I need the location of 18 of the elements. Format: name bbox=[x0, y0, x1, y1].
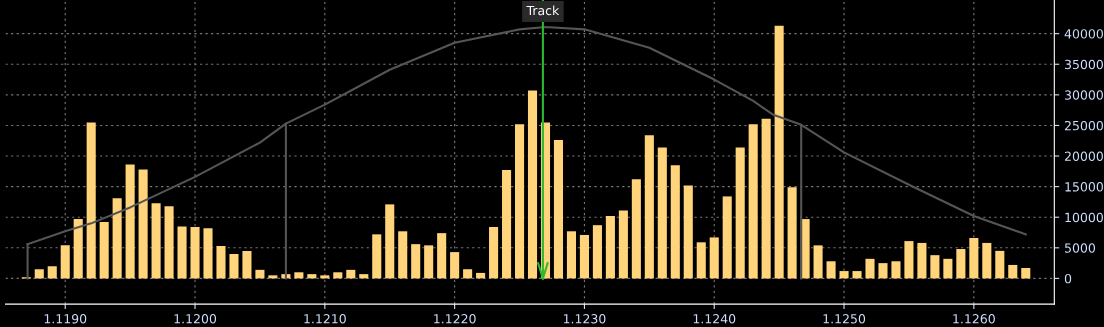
y-tick-label: 10000 bbox=[1065, 212, 1103, 223]
x-tick-label: 1.1200 bbox=[174, 314, 217, 324]
x-tick-label: 1.1230 bbox=[563, 314, 606, 324]
x-tick-label: 1.1260 bbox=[953, 314, 995, 324]
x-tick-label: 1.1210 bbox=[304, 314, 346, 324]
y-tick-label: 0 bbox=[1064, 273, 1072, 284]
y-tick-label: 15000 bbox=[1065, 182, 1103, 192]
ref-line-label: Track bbox=[526, 5, 560, 16]
y-tick-label: 25000 bbox=[1064, 120, 1103, 131]
y-tick-label: 20000 bbox=[1064, 151, 1103, 161]
x-tick-label: 1.1250 bbox=[823, 314, 866, 324]
y-tick-label: 5000 bbox=[1065, 243, 1096, 253]
x-tick-label: 1.1220 bbox=[434, 314, 476, 324]
y-tick-label: 35000 bbox=[1065, 59, 1103, 70]
y-tick-label: 40000 bbox=[1064, 29, 1103, 39]
x-tick-label: 1.1190 bbox=[44, 314, 87, 324]
x-tick-label: 1.1240 bbox=[693, 314, 736, 324]
y-tick-label: 30000 bbox=[1065, 90, 1103, 100]
